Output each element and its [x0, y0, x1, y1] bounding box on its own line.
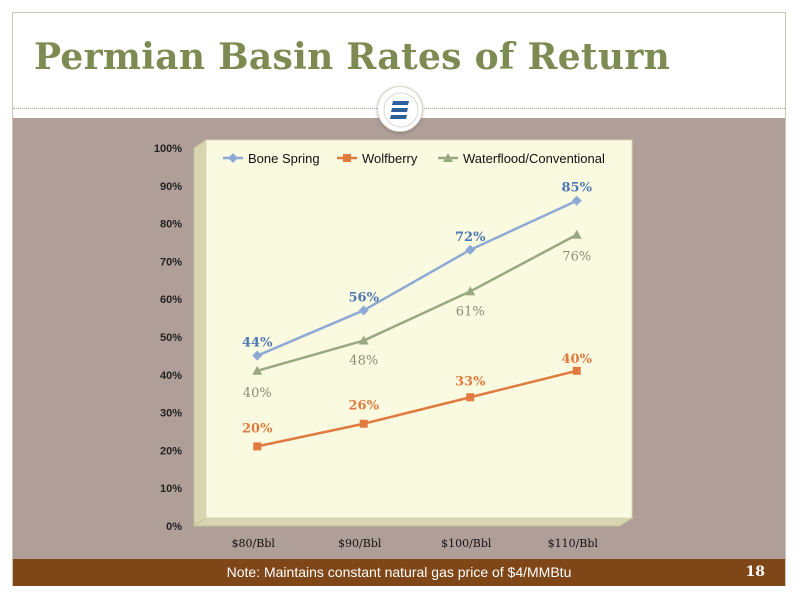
data-label: 20% [242, 421, 273, 436]
data-label: 48% [349, 354, 378, 369]
y-tick-label: 20% [160, 445, 182, 457]
series-line [256, 369, 578, 448]
series-point [465, 286, 476, 296]
data-label: 85% [562, 181, 593, 196]
x-category-label: $110/Bbl [548, 537, 599, 550]
series-point [572, 366, 581, 375]
data-label: 76% [562, 250, 591, 265]
slide-title: Permian Basin Rates of Return [34, 36, 671, 78]
y-tick-label: 100% [154, 143, 182, 155]
y-tick-label: 30% [160, 408, 182, 420]
y-tick-label: 70% [160, 256, 182, 268]
series-point [571, 195, 582, 206]
data-label: 44% [242, 336, 273, 351]
y-tick-label: 40% [160, 370, 182, 382]
series-point [359, 419, 368, 428]
footer-note: Note: Maintains constant natural gas pri… [226, 564, 572, 580]
company-logo-graphic [383, 92, 419, 128]
data-label: 33% [455, 374, 486, 389]
series-line [256, 199, 578, 357]
footer-bar: Note: Maintains constant natural gas pri… [13, 559, 785, 586]
series-point [252, 365, 263, 375]
series-point [571, 229, 582, 239]
data-label: 40% [243, 386, 272, 401]
series-point [358, 335, 369, 345]
data-label: 72% [455, 230, 486, 245]
data-label: 40% [562, 352, 593, 367]
plot-floor [192, 517, 634, 527]
data-label: 26% [349, 399, 380, 414]
legend-marker [228, 153, 238, 163]
series-line [256, 233, 578, 373]
page-number: 18 [745, 564, 765, 580]
data-label: 61% [456, 304, 485, 319]
series-point [253, 442, 262, 451]
x-category-label: $100/Bbl [441, 537, 492, 550]
y-tick-label: 60% [160, 294, 182, 306]
x-category-label: $90/Bbl [338, 537, 382, 550]
x-category-label: $80/Bbl [232, 537, 276, 550]
y-tick-label: 80% [160, 219, 182, 231]
plot-side-wall [193, 139, 207, 527]
legend-label: Waterflood/Conventional [463, 151, 605, 166]
legend-label: Wolfberry [362, 151, 418, 166]
series-point [465, 244, 476, 255]
data-label: 56% [349, 290, 380, 305]
y-tick-label: 90% [160, 181, 182, 193]
y-tick-label: 50% [160, 332, 182, 344]
series-point [466, 393, 475, 402]
series-point [358, 305, 369, 316]
company-logo-icon [377, 86, 423, 132]
legend-marker [343, 154, 351, 162]
y-tick-label: 10% [160, 483, 182, 495]
legend-label: Bone Spring [248, 151, 320, 166]
y-tick-label: 0% [166, 521, 182, 533]
legend-marker [443, 153, 453, 162]
series-point [252, 350, 263, 361]
plot-area [205, 139, 633, 519]
